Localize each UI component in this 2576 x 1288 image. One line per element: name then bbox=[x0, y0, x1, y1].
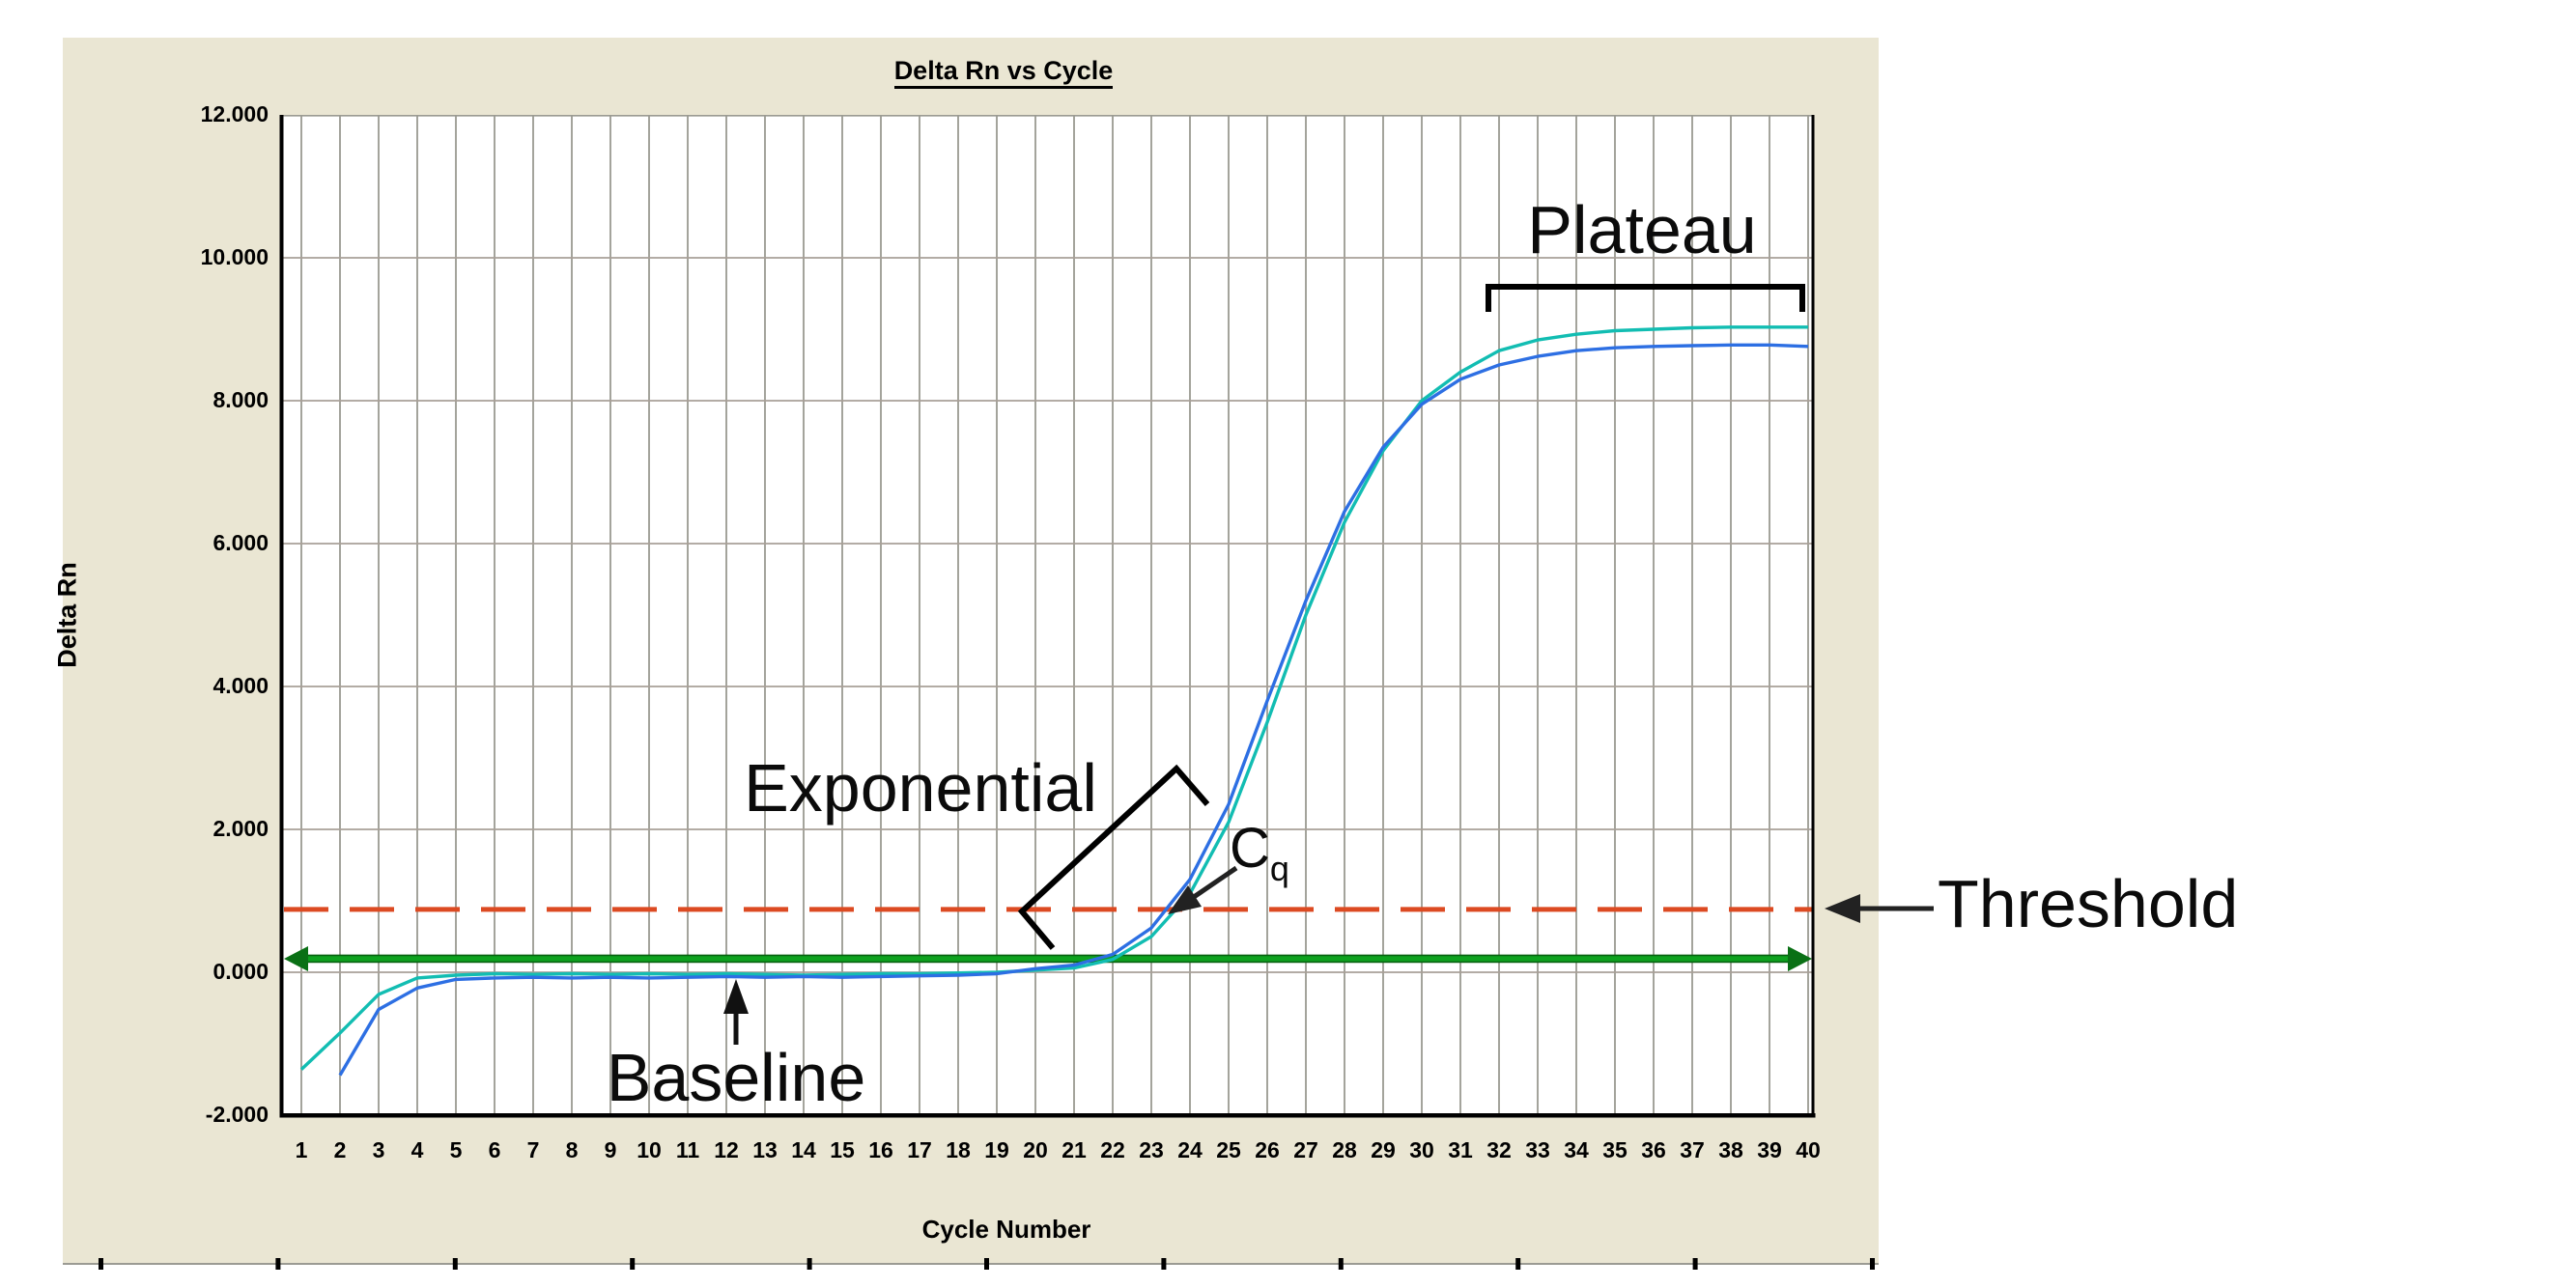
bottom-tick bbox=[630, 1258, 636, 1270]
x-tick-label: 27 bbox=[1293, 1137, 1318, 1162]
baseline-label: Baseline bbox=[606, 1040, 866, 1115]
x-tick-label: 9 bbox=[604, 1137, 617, 1162]
bottom-tick bbox=[1161, 1258, 1167, 1270]
plot-right-border bbox=[1811, 115, 1815, 1117]
x-axis-title: Cycle Number bbox=[921, 1215, 1091, 1244]
x-tick-label: 25 bbox=[1216, 1137, 1241, 1162]
plateau-label: Plateau bbox=[1527, 192, 1757, 267]
bottom-tick bbox=[1515, 1258, 1521, 1270]
x-tick-label: 10 bbox=[637, 1137, 662, 1162]
bottom-tick bbox=[1338, 1258, 1344, 1270]
baseline-left-arrowhead bbox=[284, 945, 308, 971]
x-tick-label: 24 bbox=[1177, 1137, 1203, 1162]
amplification-curve-blue bbox=[338, 343, 1809, 1077]
cq-subscript: q bbox=[1269, 849, 1289, 888]
gridlines bbox=[283, 116, 1812, 1113]
baseline-right-arrowhead bbox=[1788, 945, 1812, 971]
exponential-bracket bbox=[1017, 764, 1210, 950]
bottom-tick bbox=[984, 1258, 989, 1270]
y-tick-label: 12.000 bbox=[200, 101, 269, 126]
amplification-curve-teal bbox=[299, 325, 1808, 1071]
x-tick-label: 5 bbox=[449, 1137, 463, 1162]
x-tick-label: 12 bbox=[714, 1137, 739, 1162]
plateau-bracket bbox=[1486, 284, 1805, 312]
bottom-tick bbox=[1692, 1258, 1698, 1270]
x-tick-label: 11 bbox=[675, 1137, 700, 1162]
x-tick-label: 30 bbox=[1409, 1137, 1434, 1162]
x-tick-label: 3 bbox=[372, 1137, 385, 1162]
threshold-label: Threshold bbox=[1938, 866, 2239, 941]
y-tick-label: 6.000 bbox=[212, 530, 269, 555]
x-tick-label: 34 bbox=[1564, 1137, 1589, 1162]
y-axis-line bbox=[279, 115, 284, 1117]
x-tick-label: 17 bbox=[907, 1137, 932, 1162]
x-tick-label: 22 bbox=[1100, 1137, 1125, 1162]
y-tick-label: -2.000 bbox=[205, 1102, 269, 1127]
x-tick-label: 38 bbox=[1718, 1137, 1743, 1162]
x-tick-label: 26 bbox=[1255, 1137, 1280, 1162]
bottom-tick bbox=[1870, 1258, 1875, 1270]
y-tick-label: 0.000 bbox=[212, 959, 269, 984]
panel-bottom-tick-marks bbox=[99, 1258, 1875, 1270]
bottom-tick bbox=[99, 1258, 103, 1270]
x-tick-label: 2 bbox=[333, 1137, 347, 1162]
x-tick-label: 16 bbox=[868, 1137, 893, 1162]
x-tick-label: 19 bbox=[984, 1137, 1009, 1162]
threshold-arrow bbox=[1825, 894, 1934, 923]
x-tick-label: 37 bbox=[1680, 1137, 1705, 1162]
y-tick-label: 2.000 bbox=[212, 816, 269, 841]
x-tick-label: 8 bbox=[565, 1137, 579, 1162]
x-tick-label: 14 bbox=[791, 1137, 816, 1162]
baseline-arrow bbox=[723, 979, 749, 1045]
bottom-tick bbox=[275, 1258, 281, 1270]
plot-area bbox=[282, 115, 1814, 1115]
x-tick-label: 7 bbox=[526, 1137, 540, 1162]
x-tick-label: 33 bbox=[1525, 1137, 1550, 1162]
x-tick-label: 40 bbox=[1796, 1137, 1821, 1162]
x-tick-label: 18 bbox=[946, 1137, 971, 1162]
x-tick-label: 32 bbox=[1486, 1137, 1512, 1162]
bottom-tick bbox=[452, 1258, 458, 1270]
x-tick-label: 36 bbox=[1641, 1137, 1666, 1162]
x-tick-label: 29 bbox=[1371, 1137, 1396, 1162]
x-tick-label: 31 bbox=[1448, 1137, 1473, 1162]
x-tick-label: 20 bbox=[1023, 1137, 1048, 1162]
y-tick-label: 8.000 bbox=[212, 387, 269, 412]
amplification-curves bbox=[299, 325, 1809, 1077]
exponential-label: Exponential bbox=[744, 750, 1097, 826]
x-tick-label: 13 bbox=[752, 1137, 778, 1162]
x-tick-label: 15 bbox=[830, 1137, 855, 1162]
x-axis-line bbox=[279, 1113, 1816, 1118]
chart-title: Delta Rn vs Cycle bbox=[810, 56, 1197, 89]
x-tick-label: 23 bbox=[1139, 1137, 1164, 1162]
baseline-line bbox=[284, 945, 1812, 971]
cq-label: Cq bbox=[1230, 817, 1289, 888]
x-tick-label: 6 bbox=[488, 1137, 501, 1162]
x-tick-label: 35 bbox=[1602, 1137, 1628, 1162]
y-tick-label: 4.000 bbox=[212, 673, 269, 698]
x-tick-label: 21 bbox=[1062, 1137, 1087, 1162]
x-tick-label: 39 bbox=[1757, 1137, 1782, 1162]
y-tick-label: 10.000 bbox=[200, 244, 269, 269]
x-tick-label: 28 bbox=[1332, 1137, 1357, 1162]
cq-arrow bbox=[1168, 865, 1238, 914]
x-tick-label: 4 bbox=[410, 1137, 424, 1162]
x-tick-label: 1 bbox=[295, 1137, 308, 1162]
bottom-tick bbox=[807, 1258, 812, 1270]
y-axis-title: Delta Rn bbox=[52, 562, 82, 668]
